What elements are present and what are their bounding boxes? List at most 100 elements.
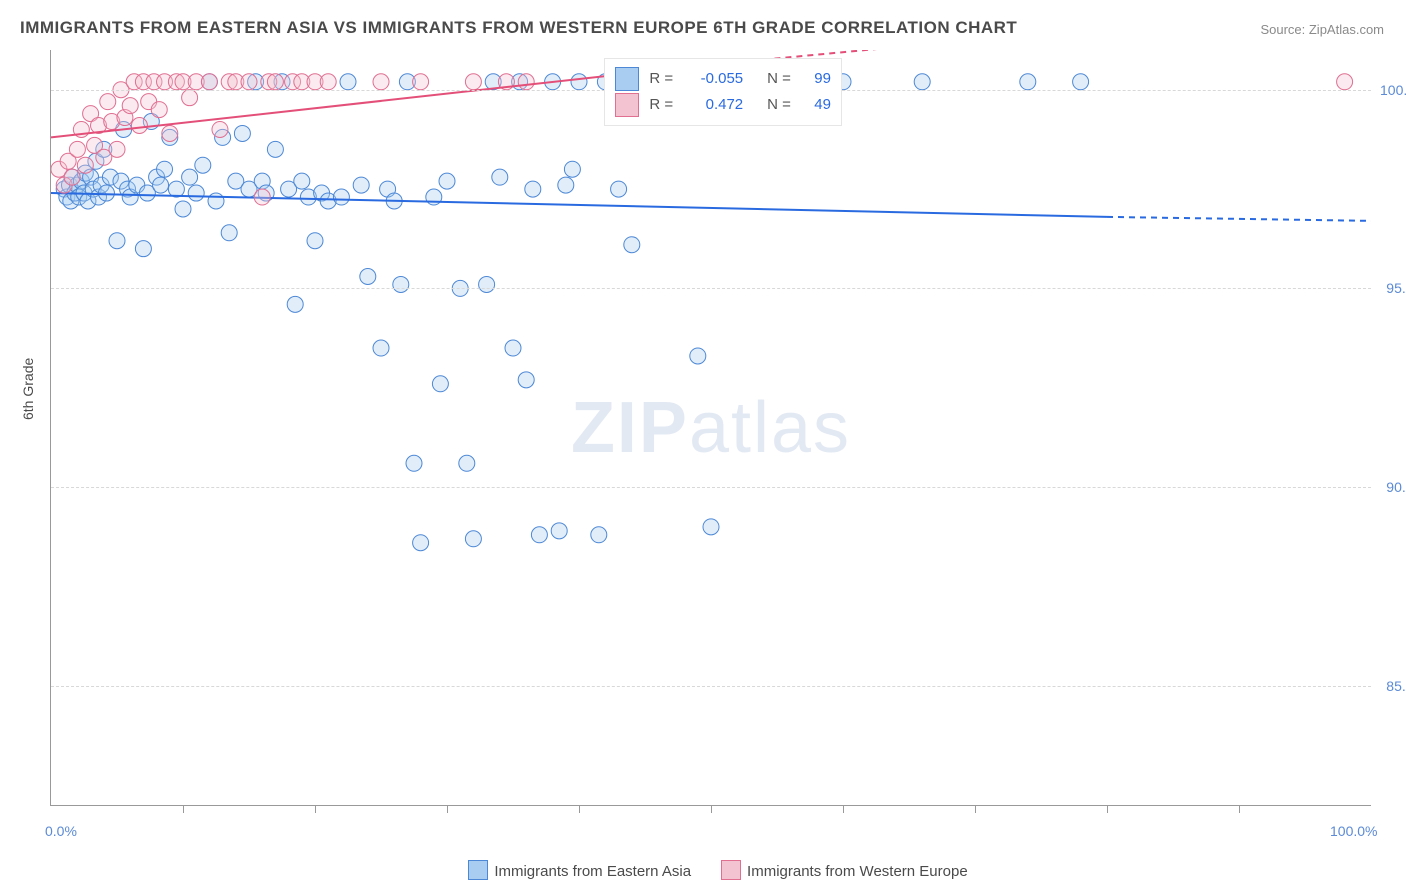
data-point xyxy=(525,181,541,197)
x-tick xyxy=(1239,805,1240,813)
data-point xyxy=(465,531,481,547)
x-tick xyxy=(579,805,580,813)
data-point xyxy=(131,118,147,134)
data-point xyxy=(333,189,349,205)
data-point xyxy=(151,102,167,118)
data-point xyxy=(221,225,237,241)
data-point xyxy=(373,340,389,356)
data-point xyxy=(406,455,422,471)
data-point xyxy=(168,181,184,197)
data-point xyxy=(157,161,173,177)
y-axis-label: 6th Grade xyxy=(20,358,36,420)
data-point xyxy=(492,169,508,185)
data-point xyxy=(531,527,547,543)
data-point xyxy=(182,90,198,106)
data-point xyxy=(340,74,356,90)
x-tick xyxy=(315,805,316,813)
series-swatch xyxy=(615,93,639,117)
chart-svg xyxy=(51,50,1371,805)
data-point xyxy=(551,523,567,539)
x-tick xyxy=(711,805,712,813)
data-point xyxy=(267,74,283,90)
data-point xyxy=(267,141,283,157)
data-point xyxy=(109,141,125,157)
data-point xyxy=(162,125,178,141)
data-point xyxy=(1337,74,1353,90)
data-point xyxy=(393,276,409,292)
stats-row: R =0.472N =49 xyxy=(615,93,831,117)
data-point xyxy=(212,121,228,137)
data-point xyxy=(564,161,580,177)
x-tick xyxy=(975,805,976,813)
data-point xyxy=(360,269,376,285)
data-point xyxy=(373,74,389,90)
x-end-label: 100.0% xyxy=(1330,823,1377,839)
y-tick-label: 90.0% xyxy=(1380,479,1406,495)
data-point xyxy=(182,169,198,185)
data-point xyxy=(518,74,534,90)
gridline xyxy=(51,487,1371,488)
data-point xyxy=(1020,74,1036,90)
data-point xyxy=(914,74,930,90)
data-point xyxy=(294,173,310,189)
data-point xyxy=(320,74,336,90)
x-start-label: 0.0% xyxy=(45,823,77,839)
stats-row: R =-0.055N =99 xyxy=(615,67,831,91)
data-point xyxy=(98,185,114,201)
correlation-stats-box: R =-0.055N =99R =0.472N =49 xyxy=(604,58,842,126)
y-tick-label: 100.0% xyxy=(1380,82,1406,98)
data-point xyxy=(64,169,80,185)
data-point xyxy=(109,233,125,249)
data-point xyxy=(413,535,429,551)
plot-area: ZIPatlas 85.0%90.0%95.0%100.0% xyxy=(50,50,1371,806)
data-point xyxy=(241,74,257,90)
data-point xyxy=(571,74,587,90)
data-point xyxy=(439,173,455,189)
data-point xyxy=(465,74,481,90)
data-point xyxy=(459,455,475,471)
data-point xyxy=(122,98,138,114)
data-point xyxy=(505,340,521,356)
data-point xyxy=(611,181,627,197)
bottom-legend: Immigrants from Eastern Asia Immigrants f… xyxy=(0,860,1406,880)
data-point xyxy=(432,376,448,392)
y-tick-label: 85.0% xyxy=(1380,678,1406,694)
legend-swatch xyxy=(468,860,488,880)
x-tick xyxy=(1107,805,1108,813)
y-tick-label: 95.0% xyxy=(1380,280,1406,296)
data-point xyxy=(195,157,211,173)
trend-line-extrapolated xyxy=(1107,217,1371,221)
data-point xyxy=(135,241,151,257)
legend-label: Immigrants from Eastern Asia xyxy=(494,863,691,880)
data-point xyxy=(201,74,217,90)
data-point xyxy=(77,157,93,173)
source-attribution: Source: ZipAtlas.com xyxy=(1260,22,1384,37)
data-point xyxy=(234,125,250,141)
data-point xyxy=(353,177,369,193)
data-point xyxy=(1073,74,1089,90)
data-point xyxy=(624,237,640,253)
data-point xyxy=(100,94,116,110)
legend-swatch xyxy=(721,860,741,880)
data-point xyxy=(153,177,169,193)
x-tick xyxy=(843,805,844,813)
x-tick xyxy=(183,805,184,813)
data-point xyxy=(208,193,224,209)
chart-title: IMMIGRANTS FROM EASTERN ASIA VS IMMIGRAN… xyxy=(20,18,1017,38)
data-point xyxy=(287,296,303,312)
data-point xyxy=(413,74,429,90)
data-point xyxy=(591,527,607,543)
data-point xyxy=(307,233,323,249)
data-point xyxy=(703,519,719,535)
data-point xyxy=(175,201,191,217)
data-point xyxy=(188,185,204,201)
data-point xyxy=(518,372,534,388)
gridline xyxy=(51,686,1371,687)
data-point xyxy=(254,189,270,205)
data-point xyxy=(69,141,85,157)
data-point xyxy=(479,276,495,292)
x-tick xyxy=(447,805,448,813)
series-swatch xyxy=(615,67,639,91)
data-point xyxy=(690,348,706,364)
legend-label: Immigrants from Western Europe xyxy=(747,863,968,880)
